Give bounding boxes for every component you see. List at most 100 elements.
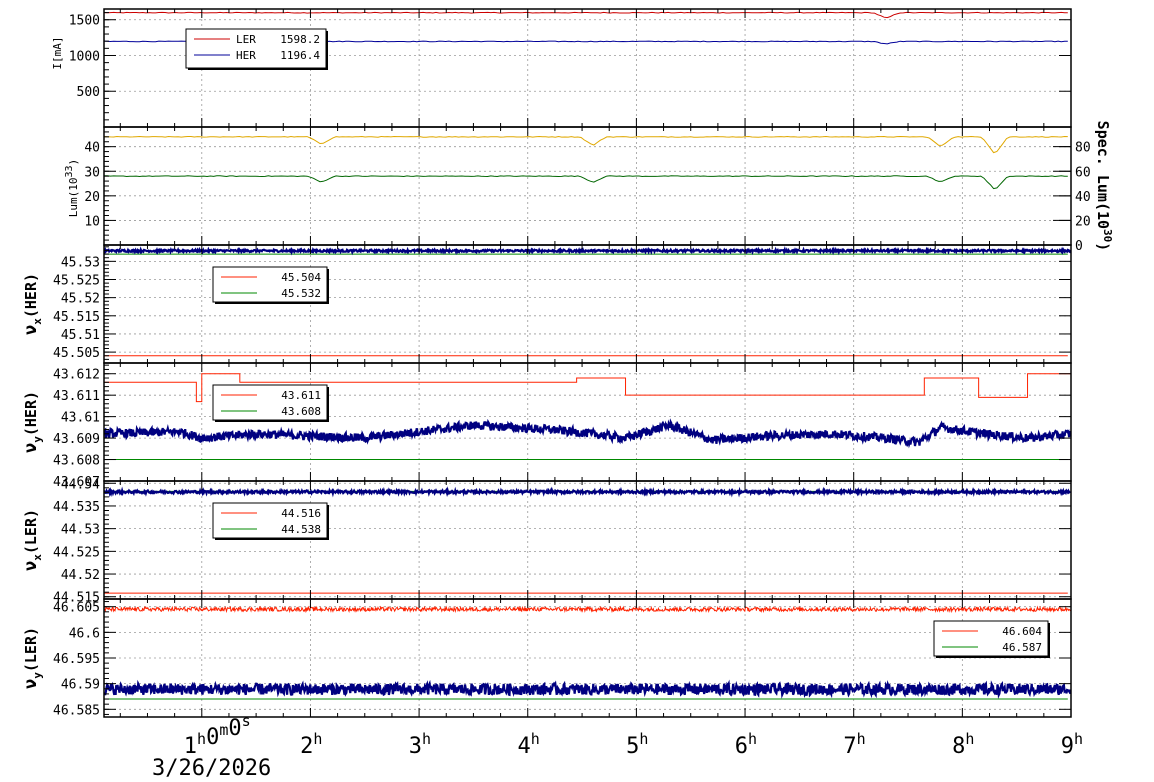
- y-tick-label: 46.59: [61, 678, 100, 693]
- legend-value: 43.608: [281, 405, 321, 418]
- legend-value: 44.538: [281, 523, 321, 536]
- series-nuy_ler-2: [104, 679, 1071, 699]
- panel-y-ticks: 44.515 44.52 44.525 44.53 44.535 44.54: [53, 477, 1071, 606]
- y-axis-label: νy(HER): [21, 391, 44, 453]
- y-tick-label: 20: [84, 190, 100, 205]
- legend-nux_ler: 44.516 44.538: [212, 502, 329, 540]
- legend-nuy_her: 43.611 43.608: [212, 384, 329, 422]
- panel-series: [104, 605, 1071, 700]
- legend-name: HER: [236, 49, 256, 62]
- x-tick-label: 8h: [952, 730, 974, 759]
- panel-grid: [104, 599, 1072, 717]
- y-axis-label: I[mA]: [51, 36, 64, 69]
- y-tick-label: 45.515: [53, 310, 100, 325]
- y-tick-label: 46.595: [53, 652, 100, 667]
- y-tick-label: 43.61: [61, 411, 100, 426]
- series-nux_her-2: [104, 246, 1071, 256]
- y-tick-label: 44.525: [53, 545, 100, 560]
- series-nuy_her-0: [104, 373, 1071, 403]
- y-axis-label: νx(LER): [21, 509, 44, 571]
- y-tick-label: 1500: [69, 14, 100, 29]
- y-tick-label: 30: [84, 165, 100, 180]
- series-luminosity-1: [104, 175, 1068, 190]
- legend-nux_her: 45.504 45.532: [212, 266, 329, 304]
- legend-nuy_ler: 46.604 46.587: [933, 620, 1050, 658]
- legend-value: 46.587: [1002, 641, 1042, 654]
- panel-y-ticks: 46.585 46.59 46.595 46.6 46.605: [53, 601, 1071, 718]
- panel-x-ticks: [119, 9, 1072, 127]
- y-tick-label: 40: [84, 141, 100, 156]
- y-axis-label: νx(HER): [21, 273, 44, 335]
- series-nuy_her-2: [104, 418, 1071, 449]
- legend-current: LER 1598.2 HER 1196.4: [185, 28, 328, 70]
- right-y-tick-label: 0: [1075, 239, 1083, 254]
- panel-nuy_her: 43.607 43.608 43.609 43.61 43.611 43.612 νy(HE…: [21, 362, 1072, 490]
- y-tick-label: 45.51: [61, 328, 100, 343]
- y-tick-label: 46.585: [53, 703, 100, 718]
- panel-x-ticks: [119, 127, 1072, 245]
- y-tick-label: 46.605: [53, 601, 100, 616]
- right-y-tick-label: 20: [1075, 214, 1091, 229]
- right-y-axis-label: Spec. Lum(1030): [1094, 121, 1114, 252]
- panel-series: [104, 135, 1068, 190]
- y-tick-label: 10: [84, 214, 100, 229]
- panel-series: [104, 373, 1071, 460]
- series-luminosity-0: [104, 135, 1068, 154]
- panel-x-ticks: [119, 599, 1072, 717]
- y-tick-label: 500: [77, 85, 100, 100]
- legend-name: LER: [236, 33, 256, 46]
- y-tick-label: 44.535: [53, 500, 100, 515]
- legend-value: 45.504: [281, 271, 321, 284]
- x-tick-label: 3h: [409, 730, 431, 759]
- y-tick-label: 44.52: [61, 568, 100, 583]
- panel-series: [104, 246, 1071, 357]
- time-axis: 1h0m0s 2h 3h 4h 5h 6h 7h 8h 9h: [184, 712, 1083, 759]
- panel-y-ticks: 43.607 43.608 43.609 43.61 43.611 43.612: [53, 364, 1071, 490]
- y-tick-label: 43.608: [53, 454, 100, 469]
- y-tick-label: 1000: [69, 49, 100, 64]
- y-tick-label: 44.515: [53, 591, 100, 606]
- y-tick-label: 45.53: [61, 255, 100, 270]
- panel-x-ticks: [119, 363, 1072, 481]
- right-y-tick-label: 60: [1075, 165, 1091, 180]
- x-tick-label: 6h: [735, 730, 757, 759]
- series-nuy_ler-0: [104, 605, 1071, 614]
- panel-y-ticks: 10 20 30 40 0 20 40 60 80: [84, 126, 1091, 254]
- legend-value: 44.516: [281, 507, 321, 520]
- legend-value: 45.532: [281, 287, 321, 300]
- y-tick-label: 45.525: [53, 273, 100, 288]
- y-axis-label: Lum(1033): [64, 159, 80, 217]
- legend-value: 1598.2: [280, 33, 320, 46]
- y-tick-label: 43.609: [53, 432, 100, 447]
- y-axis-label: νy(LER): [21, 627, 44, 689]
- legend-value: 43.611: [281, 389, 321, 402]
- panel-x-ticks: [119, 245, 1072, 363]
- panel-x-ticks: [119, 481, 1072, 599]
- y-tick-label: 45.52: [61, 292, 100, 307]
- legend-value: 1196.4: [280, 49, 320, 62]
- y-tick-label: 45.505: [53, 346, 100, 361]
- x-tick-label: 5h: [626, 730, 648, 759]
- x-tick-label: 1h0m0s: [184, 712, 251, 759]
- right-y-tick-label: 80: [1075, 141, 1091, 156]
- y-tick-label: 46.6: [69, 626, 100, 641]
- series-nux_ler-2: [104, 486, 1071, 498]
- panel-y-ticks: 500 1000 1500: [69, 12, 1071, 128]
- x-tick-label: 9h: [1061, 730, 1083, 759]
- y-tick-label: 44.54: [61, 477, 100, 492]
- y-tick-label: 43.607: [53, 475, 100, 490]
- panel-grid: [104, 127, 1072, 245]
- panel-luminosity: 10 20 30 40 0 20 40 60 80 Spec. Lum(1030) Lum(1033…: [64, 121, 1114, 254]
- y-tick-label: 43.612: [53, 368, 100, 383]
- x-tick-label: 4h: [517, 730, 539, 759]
- date-label: 3/26/2026: [152, 756, 271, 781]
- y-tick-label: 43.611: [53, 389, 100, 404]
- panel-nuy_ler: 46.585 46.59 46.595 46.6 46.605 νy(LER) 46.604…: [21, 598, 1072, 718]
- x-tick-label: 2h: [300, 730, 322, 759]
- panel-nux_her: 45.505 45.51 45.515 45.52 45.525 45.53 νx(HER)…: [21, 244, 1072, 364]
- panel-nux_ler: 44.515 44.52 44.525 44.53 44.535 44.54 νx(LER)…: [21, 477, 1072, 606]
- legend-value: 46.604: [1002, 625, 1042, 638]
- panel-y-ticks: 45.505 45.51 45.515 45.52 45.525 45.53: [53, 246, 1071, 364]
- x-tick-label: 7h: [843, 730, 865, 759]
